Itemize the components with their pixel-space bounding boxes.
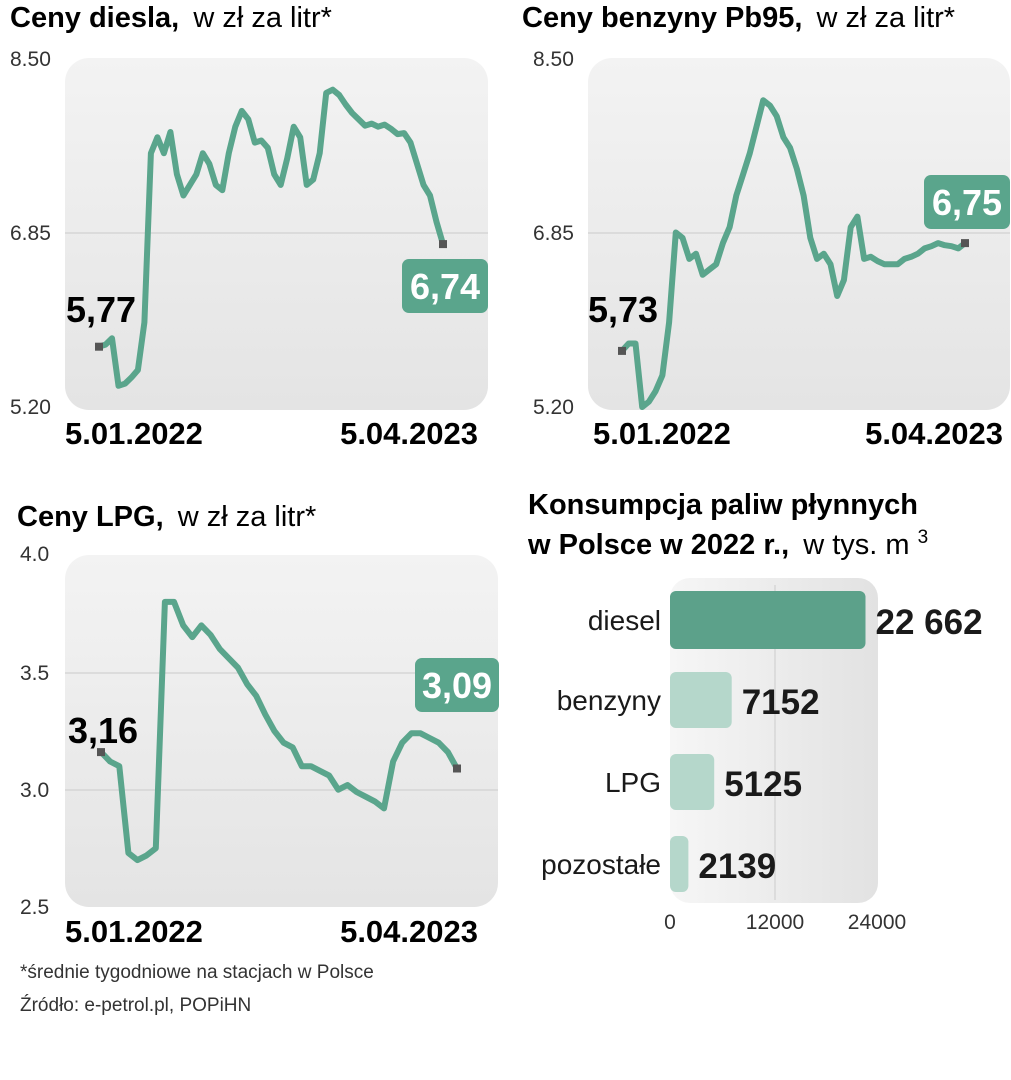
bar [670,754,715,810]
series-line [98,598,460,864]
bars-group: diesel 22 662 benzyny 7152 LPG 5125 pozostałe 2… [541,591,983,892]
end-value-label: 6,75 [932,182,1002,223]
data-label: 7152 [742,683,820,722]
plot-panel [588,58,1010,410]
lpg-title-line: Ceny LPG, w zł za litr* [17,501,316,533]
diesel-title-line: Ceny diesla, w zł za litr* [10,2,332,34]
end-value-label: 3,09 [422,665,492,706]
y-tick-label: 3.5 [20,662,49,685]
x-tick-label: 0 [664,911,676,934]
end-value-label: 6,74 [410,266,480,307]
end-marker [961,239,969,248]
diesel-chart: Ceny diesla, w zł za litr* 8.50 6.85 5.2… [10,2,488,451]
chart-title: Ceny LPG, [17,501,164,533]
source-note: Źródło: e-petrol.pl, POPiHN [20,995,252,1016]
x-end-label: 5.04.2023 [865,416,1003,451]
plot-panel [670,578,878,903]
data-label: 2139 [698,847,776,886]
y-tick-label: 2.5 [20,896,49,919]
start-value-label: 5,77 [66,289,136,330]
chart-title: Ceny benzyny Pb95, [522,2,802,34]
chart-title: Ceny diesla, [10,2,179,34]
consumption-title-line2: w Polsce w 2022 r., w tys. m 3 [527,527,928,561]
chart-subtitle: w zł za litr* [192,2,332,34]
x-end-label: 5.04.2023 [340,416,478,451]
plot-panel [65,555,498,907]
y-tick-label: 4.0 [20,543,49,566]
series-line [96,86,446,389]
x-start-label: 5.01.2022 [593,416,731,451]
end-marker [453,764,461,773]
chart-subtitle: w tys. m [802,529,909,561]
y-tick-label: 3.0 [20,779,49,802]
start-value-label: 5,73 [588,289,658,330]
y-tick-label: 5.20 [10,396,51,419]
end-value-badge [402,259,488,313]
category-label: pozostałe [541,849,661,880]
consumption-chart: Konsumpcja paliw płynnych w Polsce w 202… [527,489,983,934]
start-marker [618,346,626,355]
unit-superscript: 3 [918,527,929,548]
chart-subtitle: w zł za litr* [816,2,956,34]
start-marker [95,342,103,351]
chart-title-line2: w Polsce w 2022 r., [527,529,789,561]
start-marker [97,748,105,757]
pb95-chart: Ceny benzyny Pb95, w zł za litr* 8.50 6.… [522,2,1010,451]
bar [670,591,866,649]
start-value-label: 3,16 [68,710,138,751]
footnote: *średnie tygodniowe na stacjach w Polsce [20,962,374,983]
category-label: benzyny [557,685,661,716]
chart-subtitle: w zł za litr* [177,501,317,533]
x-tick-label: 12000 [746,911,804,934]
y-tick-label: 6.85 [10,222,51,245]
x-start-label: 5.01.2022 [65,914,203,949]
x-end-label: 5.04.2023 [340,914,478,949]
data-label: 5125 [724,765,802,804]
lpg-chart: Ceny LPG, w zł za litr* 4.0 3.5 3.0 2.5 … [17,501,499,949]
data-label: 22 662 [876,603,983,642]
end-value-badge [415,658,499,712]
chart-title: Konsumpcja paliw płynnych [528,489,918,521]
series-line [619,97,968,410]
x-tick-label: 24000 [848,911,906,934]
end-value-badge [924,175,1010,229]
y-tick-label: 5.20 [533,396,574,419]
category-label: diesel [588,605,661,636]
y-tick-label: 8.50 [533,48,574,71]
bar [670,672,732,728]
y-tick-label: 6.85 [533,222,574,245]
y-tick-label: 8.50 [10,48,51,71]
plot-panel [65,58,488,410]
bar [670,836,689,892]
category-label: LPG [605,767,661,798]
x-start-label: 5.01.2022 [65,416,203,451]
end-marker [439,240,447,249]
pb95-title-line: Ceny benzyny Pb95, w zł za litr* [522,2,955,34]
